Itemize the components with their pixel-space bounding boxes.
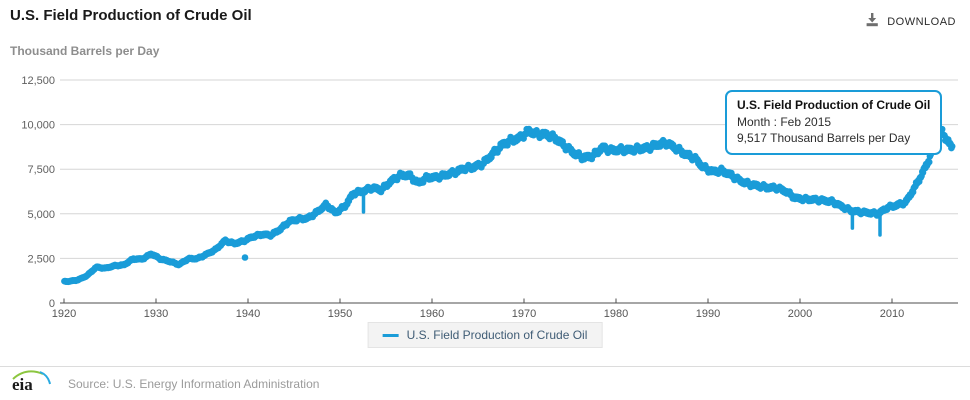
outlier-points[interactable] [241, 187, 882, 261]
legend-label: U.S. Field Production of Crude Oil [406, 328, 588, 342]
gridlines [60, 79, 958, 259]
footer: eia Source: U.S. Energy Information Admi… [0, 366, 970, 400]
x-axis-tick-labels: 1920 1930 1940 1950 1960 1970 1980 1990 2000 2010 [52, 308, 904, 320]
x-axis [60, 298, 958, 304]
svg-text:1980: 1980 [604, 308, 628, 320]
tooltip-title: U.S. Field Production of Crude Oil [737, 98, 931, 112]
svg-text:1990: 1990 [696, 308, 720, 320]
legend-item[interactable]: U.S. Field Production of Crude Oil [367, 322, 603, 348]
svg-text:7,500: 7,500 [27, 164, 55, 176]
y-axis-tick-labels: 0 2,500 5,000 7,500 10,000 12,500 [21, 75, 55, 310]
svg-text:10,000: 10,000 [21, 120, 55, 132]
data-series-points[interactable] [61, 125, 956, 286]
eia-logo[interactable]: eia [10, 369, 56, 400]
download-label: DOWNLOAD [887, 16, 956, 28]
chart-tooltip: U.S. Field Production of Crude Oil Month… [725, 90, 943, 155]
svg-text:2000: 2000 [788, 308, 812, 320]
svg-text:2,500: 2,500 [27, 253, 55, 265]
svg-text:1970: 1970 [512, 308, 536, 320]
svg-text:0: 0 [49, 298, 55, 310]
tooltip-value: 9,517 Thousand Barrels per Day [737, 131, 911, 145]
source-attribution: Source: U.S. Energy Information Administ… [68, 376, 320, 391]
svg-text:12,500: 12,500 [21, 75, 55, 87]
svg-text:eia: eia [12, 375, 33, 394]
svg-text:5,000: 5,000 [27, 209, 55, 221]
svg-text:1930: 1930 [144, 308, 168, 320]
download-icon [864, 12, 880, 32]
production-chart[interactable]: 0 2,500 5,000 7,500 10,000 12,500 1920 1930 194… [0, 0, 970, 360]
svg-text:1950: 1950 [328, 308, 352, 320]
page-title: U.S. Field Production of Crude Oil [10, 7, 252, 24]
svg-text:1960: 1960 [420, 308, 444, 320]
legend-line-swatch [382, 333, 399, 337]
tooltip-period: Month : Feb 2015 [737, 115, 832, 129]
svg-text:1920: 1920 [52, 308, 76, 320]
svg-text:1940: 1940 [236, 308, 260, 320]
download-button[interactable]: DOWNLOAD [864, 12, 956, 32]
svg-text:2010: 2010 [880, 308, 904, 320]
y-axis-unit-label: Thousand Barrels per Day [10, 44, 160, 58]
